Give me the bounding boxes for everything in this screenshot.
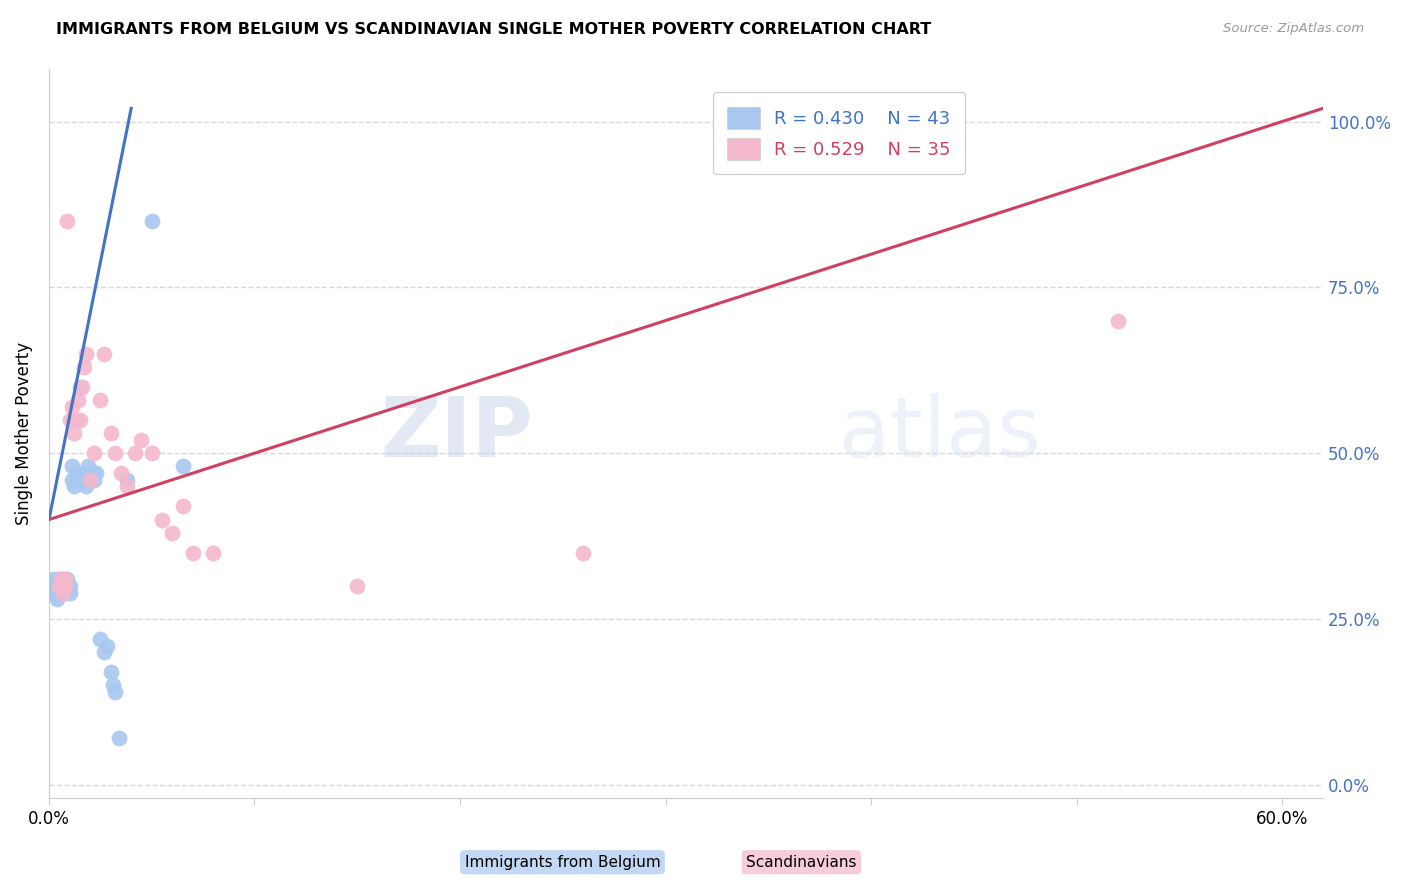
- Point: [58, 413, 80, 427]
- Point: [77, 459, 100, 474]
- Point: [60, 459, 83, 474]
- Point: [48, 579, 70, 593]
- Point: [70, 380, 93, 394]
- Legend: R = 0.430    N = 43, R = 0.529    N = 35: R = 0.430 N = 43, R = 0.529 N = 35: [713, 92, 965, 174]
- Point: [51, 585, 73, 599]
- Point: [62, 426, 84, 441]
- Point: [141, 446, 163, 460]
- Point: [48, 572, 70, 586]
- Point: [55, 585, 77, 599]
- Point: [181, 546, 204, 560]
- Point: [100, 665, 122, 679]
- Point: [172, 459, 194, 474]
- Point: [51, 579, 73, 593]
- Point: [131, 433, 153, 447]
- Point: [162, 525, 184, 540]
- Point: [202, 546, 225, 560]
- Point: [55, 579, 77, 593]
- Point: [75, 347, 97, 361]
- Point: [73, 466, 96, 480]
- Text: Immigrants from Belgium: Immigrants from Belgium: [464, 855, 661, 870]
- Point: [89, 393, 111, 408]
- Point: [150, 512, 173, 526]
- Point: [56, 572, 79, 586]
- Point: [75, 479, 97, 493]
- Point: [104, 685, 127, 699]
- Point: [73, 359, 96, 374]
- Point: [56, 579, 79, 593]
- Text: atlas: atlas: [839, 392, 1040, 474]
- Point: [346, 579, 368, 593]
- Point: [52, 585, 75, 599]
- Point: [65, 466, 87, 480]
- Point: [83, 473, 105, 487]
- Point: [60, 473, 83, 487]
- Point: [1107, 313, 1129, 327]
- Point: [79, 473, 101, 487]
- Point: [46, 592, 69, 607]
- Point: [572, 546, 595, 560]
- Point: [115, 473, 138, 487]
- Text: Scandinavians: Scandinavians: [747, 855, 856, 870]
- Point: [56, 214, 79, 228]
- Point: [65, 413, 87, 427]
- Point: [58, 585, 80, 599]
- Text: Source: ZipAtlas.com: Source: ZipAtlas.com: [1223, 22, 1364, 36]
- Point: [108, 731, 131, 746]
- Point: [124, 446, 146, 460]
- Point: [96, 639, 118, 653]
- Point: [172, 500, 194, 514]
- Point: [44, 579, 66, 593]
- Point: [69, 380, 91, 394]
- Point: [66, 393, 89, 408]
- Point: [55, 579, 77, 593]
- Point: [115, 479, 138, 493]
- Point: [93, 645, 115, 659]
- Point: [101, 678, 124, 692]
- Point: [82, 466, 104, 480]
- Point: [93, 347, 115, 361]
- Point: [44, 585, 66, 599]
- Point: [39, 579, 62, 593]
- Point: [110, 466, 132, 480]
- Text: ZIP: ZIP: [381, 392, 533, 474]
- Point: [52, 572, 75, 586]
- Point: [52, 585, 75, 599]
- Point: [58, 579, 80, 593]
- Point: [52, 579, 75, 593]
- Point: [42, 572, 65, 586]
- Point: [70, 473, 93, 487]
- Point: [104, 446, 127, 460]
- Point: [55, 572, 77, 586]
- Point: [141, 214, 163, 228]
- Y-axis label: Single Mother Poverty: Single Mother Poverty: [15, 342, 32, 524]
- Point: [46, 585, 69, 599]
- Point: [66, 473, 89, 487]
- Point: [89, 632, 111, 646]
- Point: [60, 400, 83, 414]
- Point: [83, 446, 105, 460]
- Text: IMMIGRANTS FROM BELGIUM VS SCANDINAVIAN SINGLE MOTHER POVERTY CORRELATION CHART: IMMIGRANTS FROM BELGIUM VS SCANDINAVIAN …: [56, 22, 932, 37]
- Point: [84, 466, 107, 480]
- Point: [62, 479, 84, 493]
- Point: [69, 413, 91, 427]
- Point: [100, 426, 122, 441]
- Point: [51, 572, 73, 586]
- Point: [52, 579, 75, 593]
- Point: [79, 473, 101, 487]
- Point: [48, 579, 70, 593]
